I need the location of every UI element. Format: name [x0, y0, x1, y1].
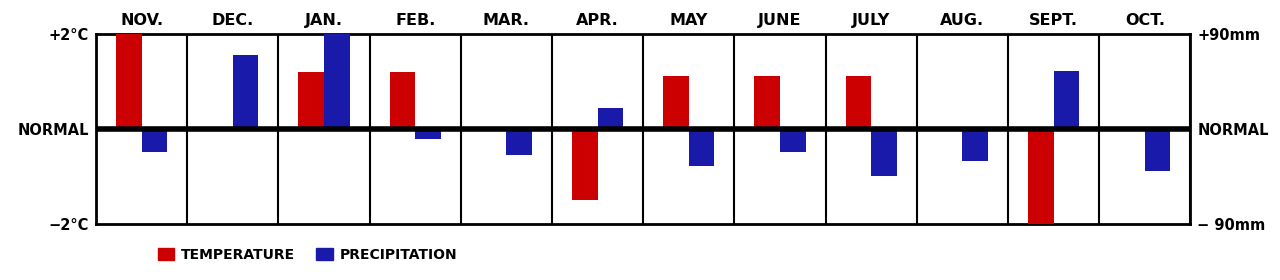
Legend: TEMPERATURE, PRECIPITATION: TEMPERATURE, PRECIPITATION: [157, 248, 457, 262]
Bar: [1053, 71, 1079, 129]
Bar: [872, 129, 897, 176]
Bar: [689, 129, 714, 166]
Bar: [142, 129, 168, 152]
Bar: [389, 72, 415, 129]
Bar: [324, 34, 349, 129]
Bar: [507, 129, 532, 155]
Bar: [846, 76, 872, 129]
Bar: [116, 34, 142, 129]
Bar: [572, 129, 598, 200]
Bar: [415, 129, 440, 139]
Bar: [754, 76, 780, 129]
Bar: [298, 72, 324, 129]
Bar: [1028, 129, 1053, 224]
Bar: [663, 76, 689, 129]
Bar: [963, 129, 988, 160]
Bar: [1144, 129, 1170, 171]
Bar: [780, 129, 805, 152]
Bar: [598, 108, 623, 129]
Bar: [233, 55, 259, 129]
